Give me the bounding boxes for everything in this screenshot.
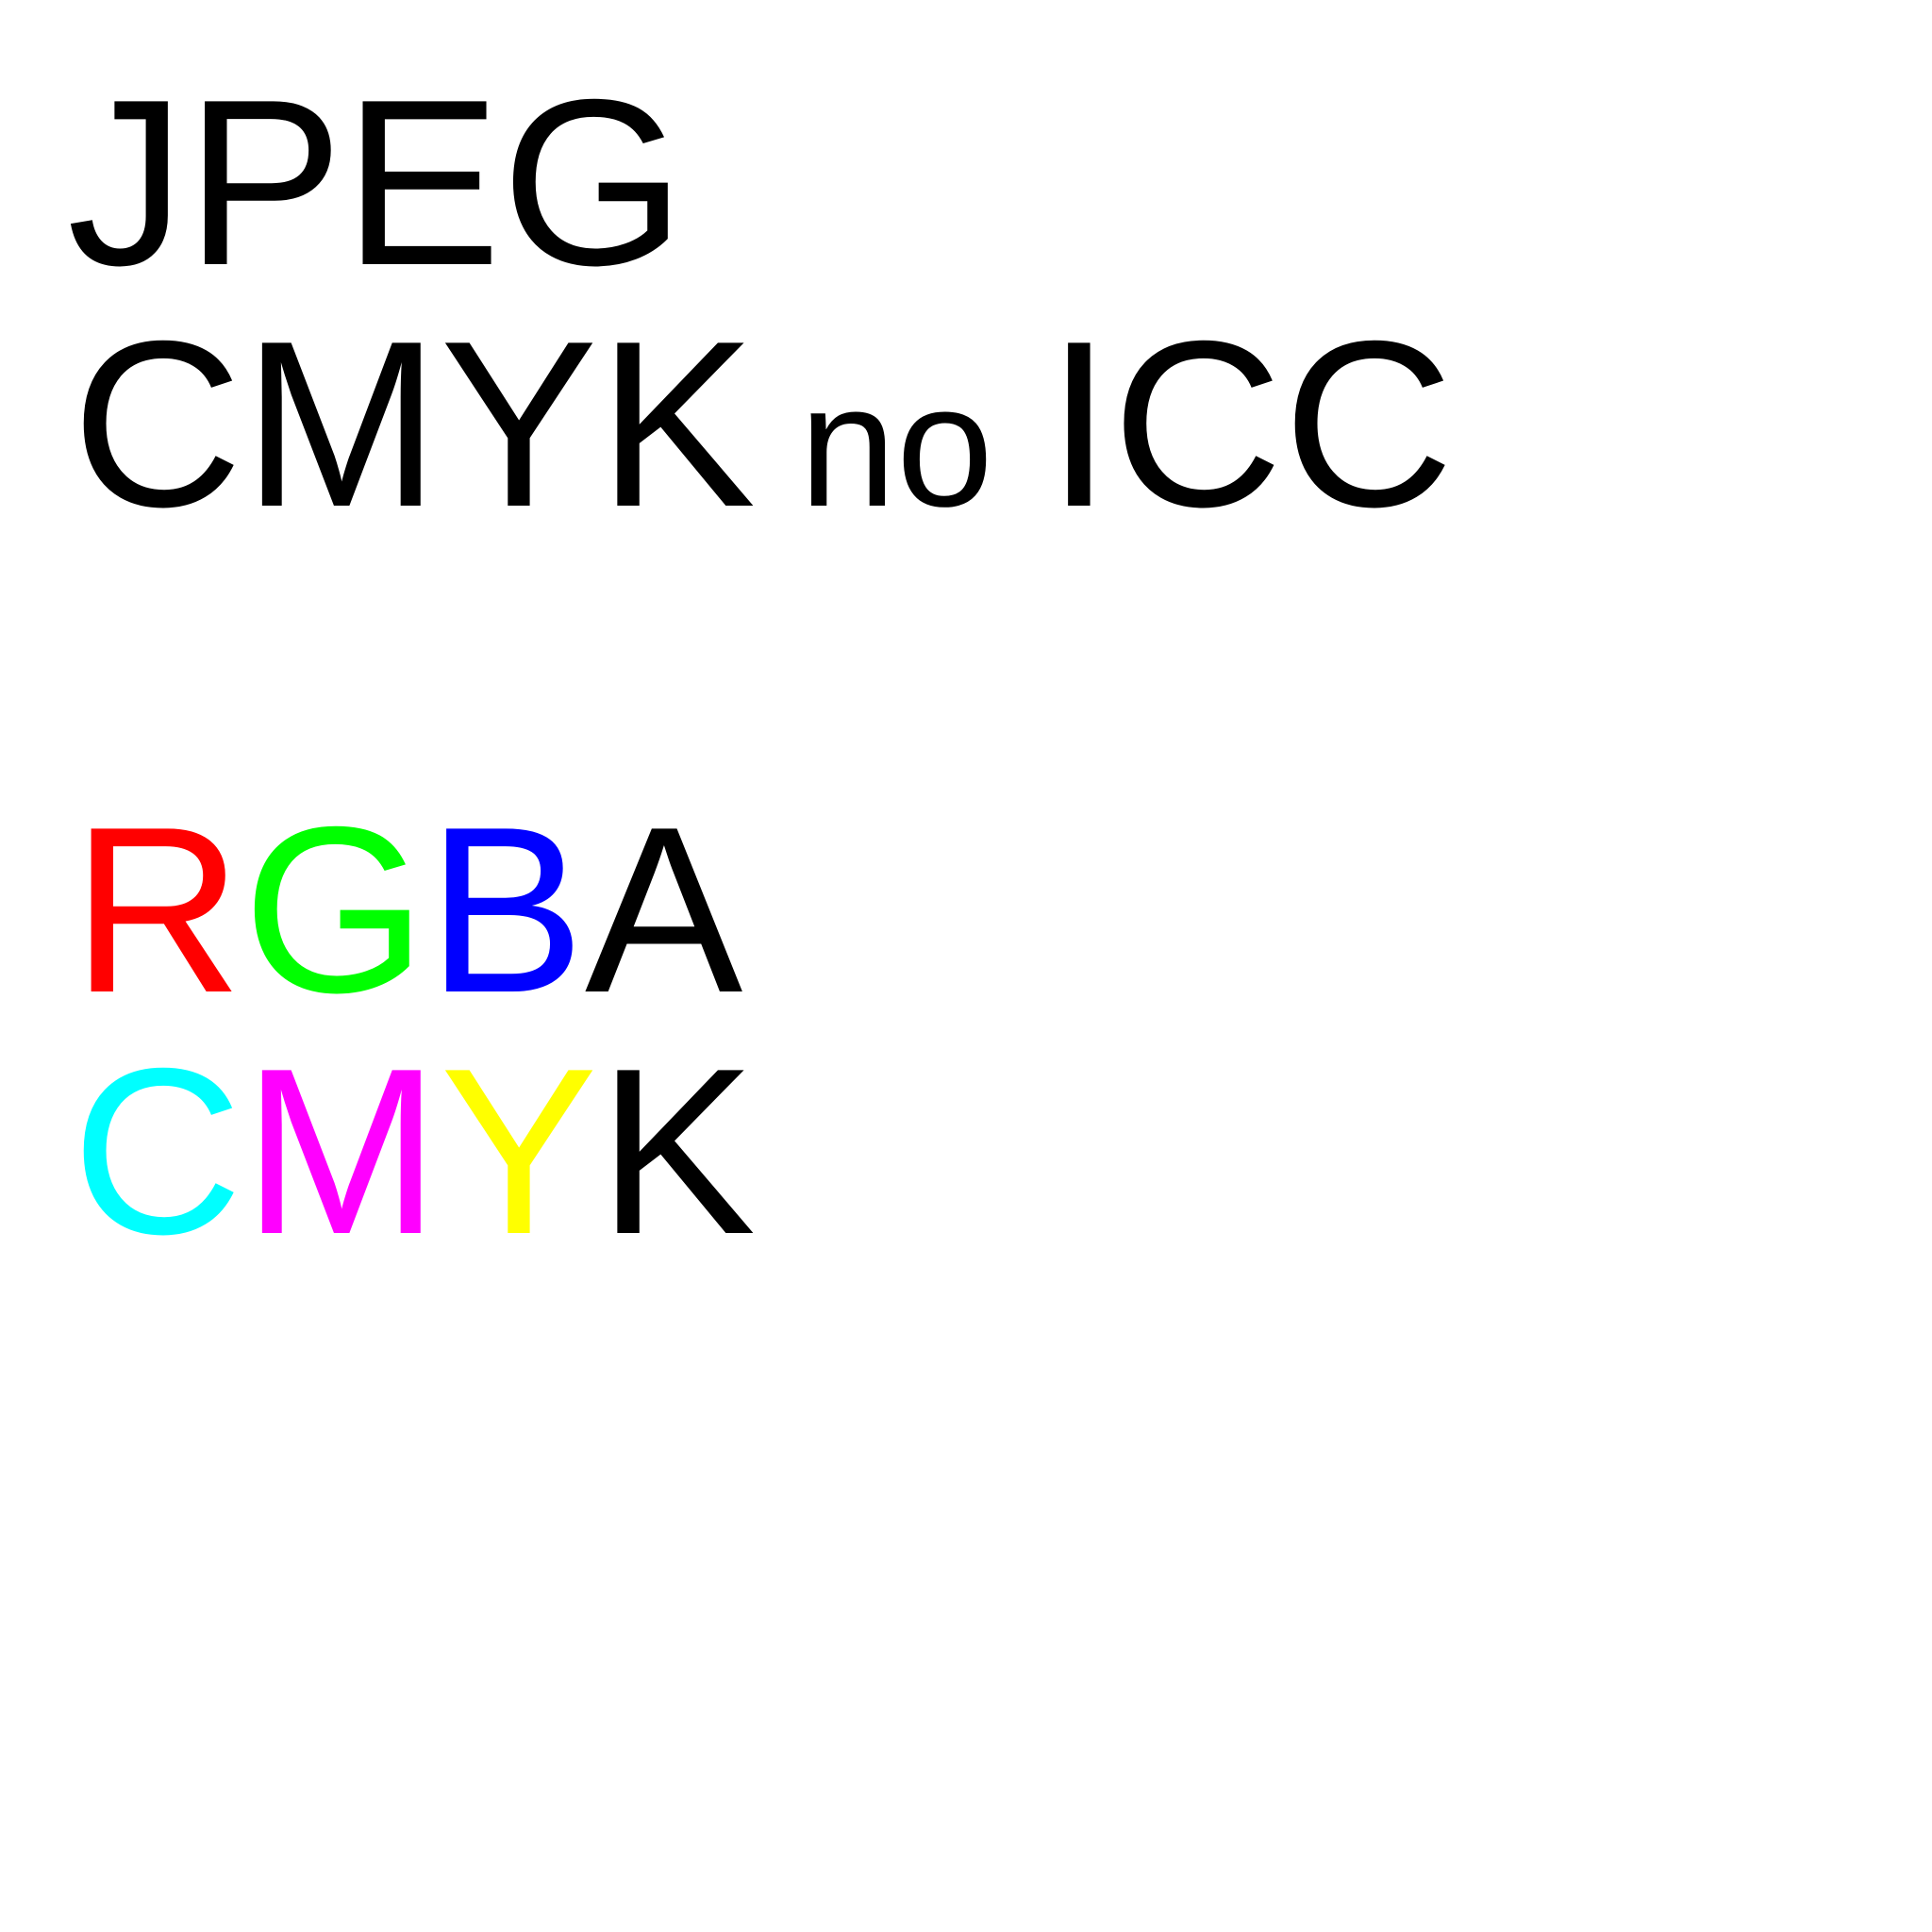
letter-k: K bbox=[597, 1020, 757, 1284]
heading-cmyk-no-icc: CMYK no ICC bbox=[72, 307, 1454, 543]
letter-r: R bbox=[72, 778, 243, 1042]
text-no: no bbox=[799, 349, 993, 543]
label-cmyk: CMYK bbox=[72, 1034, 756, 1271]
letter-a: A bbox=[584, 778, 743, 1042]
letter-y: Y bbox=[440, 1020, 598, 1284]
letter-c: C bbox=[72, 1020, 243, 1284]
text-cmyk: CMYK bbox=[72, 292, 757, 557]
text-jpeg: JPEG bbox=[67, 51, 686, 315]
text-icc: ICC bbox=[1045, 292, 1455, 557]
label-rgba: RGBA bbox=[72, 792, 742, 1029]
letter-g: G bbox=[242, 778, 427, 1042]
heading-jpeg: JPEG bbox=[67, 65, 686, 302]
letter-m: M bbox=[242, 1020, 441, 1284]
letter-b: B bbox=[426, 778, 585, 1042]
